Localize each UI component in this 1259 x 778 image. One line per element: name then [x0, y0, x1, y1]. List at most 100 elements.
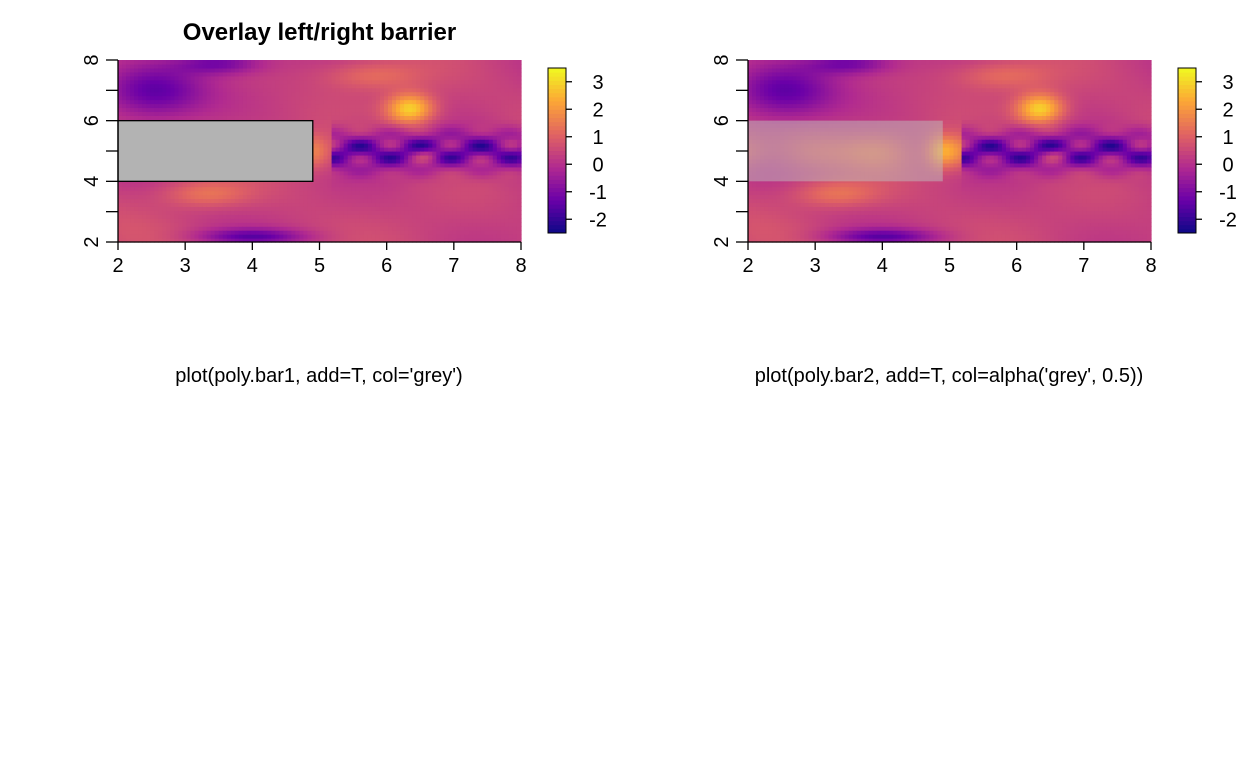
heatmap-cell: [768, 226, 773, 231]
heatmap-cell: [472, 135, 478, 140]
heatmap-cell: [303, 99, 309, 105]
heatmap-cell: [516, 210, 522, 215]
heatmap-cell: [359, 139, 365, 144]
colorbar-swatch: [548, 117, 566, 123]
heatmap-cell: [383, 91, 389, 97]
heatmap-cell: [118, 115, 123, 120]
heatmap-cell: [404, 162, 409, 168]
heatmap-cell: [500, 135, 506, 140]
heatmap-cell: [222, 238, 228, 243]
heatmap-cell: [331, 162, 337, 168]
heatmap-cell: [327, 87, 333, 93]
heatmap-cell: [440, 158, 446, 164]
heatmap-cell: [400, 79, 405, 85]
heatmap-cell: [126, 83, 131, 89]
heatmap-cell: [182, 115, 188, 120]
heatmap-cell: [206, 218, 212, 223]
heatmap-cell: [452, 111, 458, 116]
heatmap-cell: [452, 119, 458, 124]
heatmap-cell: [383, 103, 389, 109]
heatmap-cell: [383, 238, 389, 243]
heatmap-cell: [146, 214, 151, 219]
heatmap-cell: [355, 210, 361, 215]
heatmap-cell: [323, 210, 329, 215]
heatmap-cell: [146, 182, 151, 188]
heatmap-cell: [331, 194, 337, 200]
heatmap-cell: [142, 63, 147, 69]
heatmap-cell: [335, 178, 341, 184]
heatmap-cell: [134, 202, 139, 207]
heatmap-cell: [468, 71, 474, 77]
heatmap-cell: [492, 174, 498, 180]
heatmap-cell: [476, 222, 482, 227]
heatmap-cell: [226, 214, 232, 219]
heatmap-cell: [234, 103, 240, 109]
heatmap-cell: [343, 178, 349, 184]
heatmap-cell: [335, 135, 341, 140]
heatmap-cell: [162, 202, 167, 207]
heatmap-cell: [476, 87, 482, 93]
heatmap-cell: [283, 83, 288, 89]
heatmap-cell: [379, 202, 385, 207]
heatmap-cell: [267, 226, 272, 231]
heatmap-cell: [496, 162, 502, 168]
heatmap-cell: [468, 63, 474, 69]
heatmap-cell: [472, 99, 478, 105]
heatmap-cell: [250, 67, 256, 73]
heatmap-cell: [347, 186, 353, 192]
heatmap-cell: [440, 123, 446, 128]
heatmap-cell: [379, 107, 385, 113]
heatmap-cell: [230, 226, 236, 231]
heatmap-cell: [198, 79, 204, 85]
heatmap-cell: [331, 115, 337, 120]
heatmap-cell: [331, 119, 337, 124]
heatmap-cell: [392, 63, 397, 69]
heatmap-cell: [752, 226, 757, 231]
heatmap-cell: [768, 222, 773, 227]
heatmap-cell: [448, 162, 454, 168]
heatmap-cell: [379, 147, 385, 152]
x-tick-label: 5: [314, 255, 325, 277]
heatmap-cell: [468, 166, 474, 172]
heatmap-cell: [440, 107, 446, 113]
heatmap-cell: [343, 67, 349, 73]
heatmap-cell: [748, 206, 753, 211]
heatmap-cell: [484, 218, 490, 223]
heatmap-cell: [408, 147, 413, 152]
heatmap-cell: [178, 79, 184, 85]
heatmap-cell: [752, 67, 757, 73]
heatmap-cell: [186, 222, 192, 227]
heatmap-cell: [166, 60, 171, 65]
heatmap-cell: [375, 162, 381, 168]
x-tick-label: 6: [381, 255, 392, 277]
heatmap-cell: [142, 218, 147, 223]
heatmap-cell: [263, 63, 268, 69]
heatmap-cell: [756, 71, 761, 77]
heatmap-cell: [496, 87, 502, 93]
heatmap-cell: [311, 123, 317, 128]
colorbar-swatch: [548, 187, 566, 193]
heatmap-cell: [392, 67, 397, 73]
heatmap-cell: [420, 131, 425, 136]
heatmap-cell: [246, 95, 252, 101]
heatmap-cell: [303, 222, 309, 227]
heatmap-cell: [392, 123, 397, 128]
heatmap-cell: [198, 99, 204, 105]
heatmap-cell: [335, 127, 341, 132]
heatmap-cell: [315, 178, 321, 184]
heatmap-cell: [512, 198, 518, 204]
heatmap-cell: [178, 67, 184, 73]
heatmap-cell: [142, 234, 147, 239]
heatmap-cell: [182, 71, 188, 77]
heatmap-cell: [488, 115, 494, 120]
heatmap-cell: [118, 206, 123, 211]
heatmap-cell: [452, 162, 458, 168]
heatmap-cell: [263, 210, 268, 215]
heatmap-cell: [307, 226, 313, 231]
heatmap-cell: [388, 107, 393, 113]
heatmap-cell: [347, 131, 353, 136]
heatmap-cell: [166, 194, 171, 200]
heatmap-cell: [488, 218, 494, 223]
heatmap-cell: [194, 182, 200, 188]
heatmap-cell: [440, 119, 446, 124]
